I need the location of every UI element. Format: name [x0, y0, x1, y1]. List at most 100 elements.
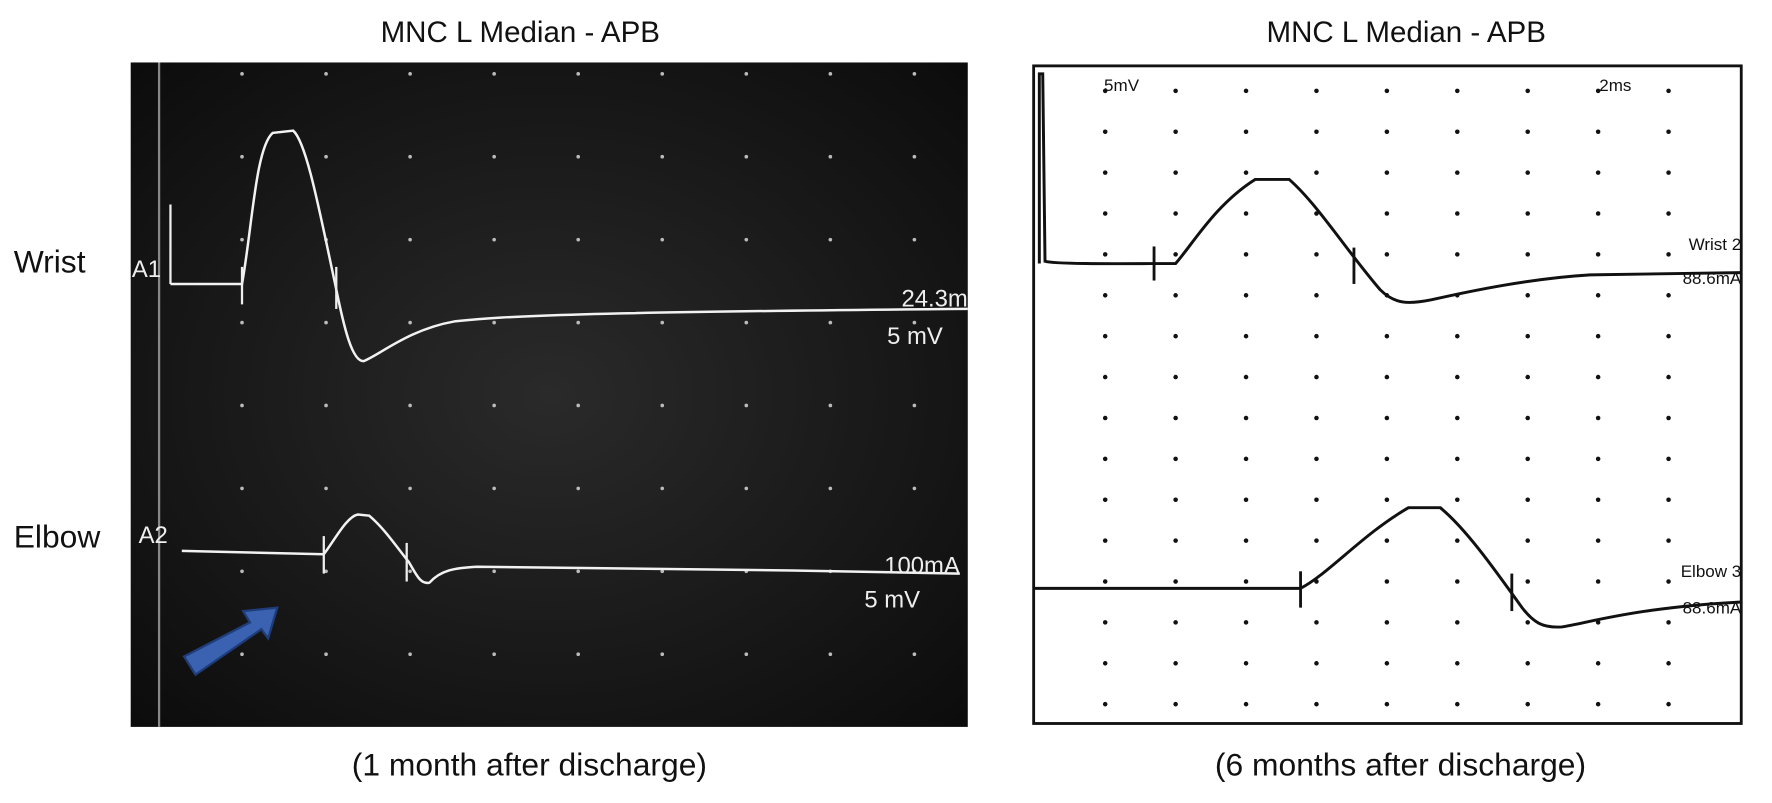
- grid-dot: [240, 154, 244, 159]
- grid-dot: [1595, 374, 1601, 380]
- grid-dot: [744, 652, 749, 657]
- grid-dot: [1455, 415, 1460, 421]
- grid-dot: [1455, 170, 1460, 175]
- grid-dot: [1595, 661, 1601, 666]
- grid-dot: [1102, 415, 1108, 421]
- grid-dot: [912, 403, 917, 408]
- grid-dot: [1455, 333, 1460, 339]
- grid-dot: [1525, 129, 1530, 135]
- grid-dot: [1243, 497, 1249, 503]
- grid-dot: [408, 237, 412, 242]
- grid-dot: [1173, 456, 1178, 462]
- grid-dot: [660, 569, 665, 574]
- grid-dot: [1243, 170, 1249, 175]
- grid-dot: [828, 237, 833, 242]
- caption: (1 month after discharge): [352, 747, 707, 783]
- grid-dot: [1173, 293, 1178, 298]
- grid-dot: [1455, 661, 1460, 666]
- row-label: Elbow: [14, 518, 102, 554]
- grid-dot: [492, 652, 496, 657]
- grid-dot: [1243, 211, 1249, 216]
- grid-dot: [744, 486, 749, 491]
- grid-dot: [240, 237, 244, 242]
- grid-dot: [1314, 456, 1319, 462]
- grid-dot: [1243, 88, 1249, 94]
- grid-dot: [660, 403, 665, 408]
- gain-label: 5mV: [1104, 76, 1140, 95]
- grid-dot: [1666, 456, 1671, 462]
- grid-dot: [1102, 333, 1108, 339]
- grid-dot: [1455, 374, 1460, 380]
- grid-dot: [1243, 129, 1249, 135]
- grid-dot: [1173, 170, 1178, 175]
- stimulus-label: 24.3m: [901, 286, 967, 313]
- grid-dot: [744, 237, 749, 242]
- grid-dot: [1525, 88, 1530, 94]
- grid-dot: [1384, 252, 1390, 257]
- grid-dot: [1666, 252, 1671, 257]
- grid-dot: [1243, 579, 1249, 584]
- grid-dot: [1666, 701, 1671, 707]
- grid-dot: [576, 652, 581, 657]
- grid-dot: [576, 569, 581, 574]
- grid-dot: [660, 652, 665, 657]
- grid-dot: [408, 320, 412, 325]
- grid-dot: [1243, 293, 1249, 298]
- grid-dot: [240, 72, 244, 76]
- grid-dot: [1455, 211, 1460, 216]
- grid-dot: [1314, 661, 1319, 666]
- waveform: [170, 129, 968, 363]
- grid-dot: [1525, 293, 1530, 298]
- grid-dot: [660, 237, 665, 242]
- grid-dot: [912, 652, 917, 657]
- grid-dot: [1102, 620, 1108, 625]
- grid-dot: [912, 237, 917, 242]
- waveform: [1037, 72, 1742, 304]
- grid-dot: [1666, 620, 1671, 625]
- grid-dot: [1102, 661, 1108, 666]
- grid-dot: [1384, 170, 1390, 175]
- grid-dot: [240, 320, 244, 325]
- grid-dot: [1102, 170, 1108, 175]
- grid-dot: [576, 237, 581, 242]
- grid-dot: [660, 72, 665, 76]
- grid-dot: [1102, 252, 1108, 257]
- arrow: [182, 606, 279, 677]
- grid-dot: [912, 72, 917, 76]
- grid-dot: [1314, 497, 1319, 503]
- grid-dot: [492, 154, 496, 159]
- grid-dot: [1525, 170, 1530, 175]
- grid-dot: [1102, 701, 1108, 707]
- grid-dot: [1384, 538, 1390, 543]
- grid-dot: [1455, 701, 1460, 707]
- grid-dot: [828, 320, 833, 325]
- stimulus-label: 88.6mA: [1683, 269, 1742, 288]
- grid-dot: [1455, 456, 1460, 462]
- grid-dot: [1384, 497, 1390, 503]
- grid-dot: [1595, 415, 1601, 421]
- grid-dot: [1314, 129, 1319, 135]
- grid-dot: [1314, 620, 1319, 625]
- grid-dot: [1384, 620, 1390, 625]
- grid-dot: [1455, 88, 1460, 94]
- grid-dot: [240, 569, 244, 574]
- grid-dot: [1173, 579, 1178, 584]
- grid-dot: [408, 569, 412, 574]
- grid-dot: [1243, 415, 1249, 421]
- grid-dot: [1243, 661, 1249, 666]
- grid-dot: [408, 652, 412, 657]
- grid-dot: [1525, 701, 1530, 707]
- trace-label: A2: [139, 522, 168, 549]
- grid-dot: [1666, 497, 1671, 503]
- grid-dot: [1595, 497, 1601, 503]
- grid-dot: [828, 154, 833, 159]
- grid-dot: [240, 486, 244, 491]
- grid-dot: [1102, 374, 1108, 380]
- grid-dot: [1384, 129, 1390, 135]
- grid-dot: [1173, 661, 1178, 666]
- grid-dot: [492, 320, 496, 325]
- grid-dot: [1173, 701, 1178, 707]
- grid-dot: [492, 486, 496, 491]
- stimulus-label: 100mA: [884, 553, 960, 580]
